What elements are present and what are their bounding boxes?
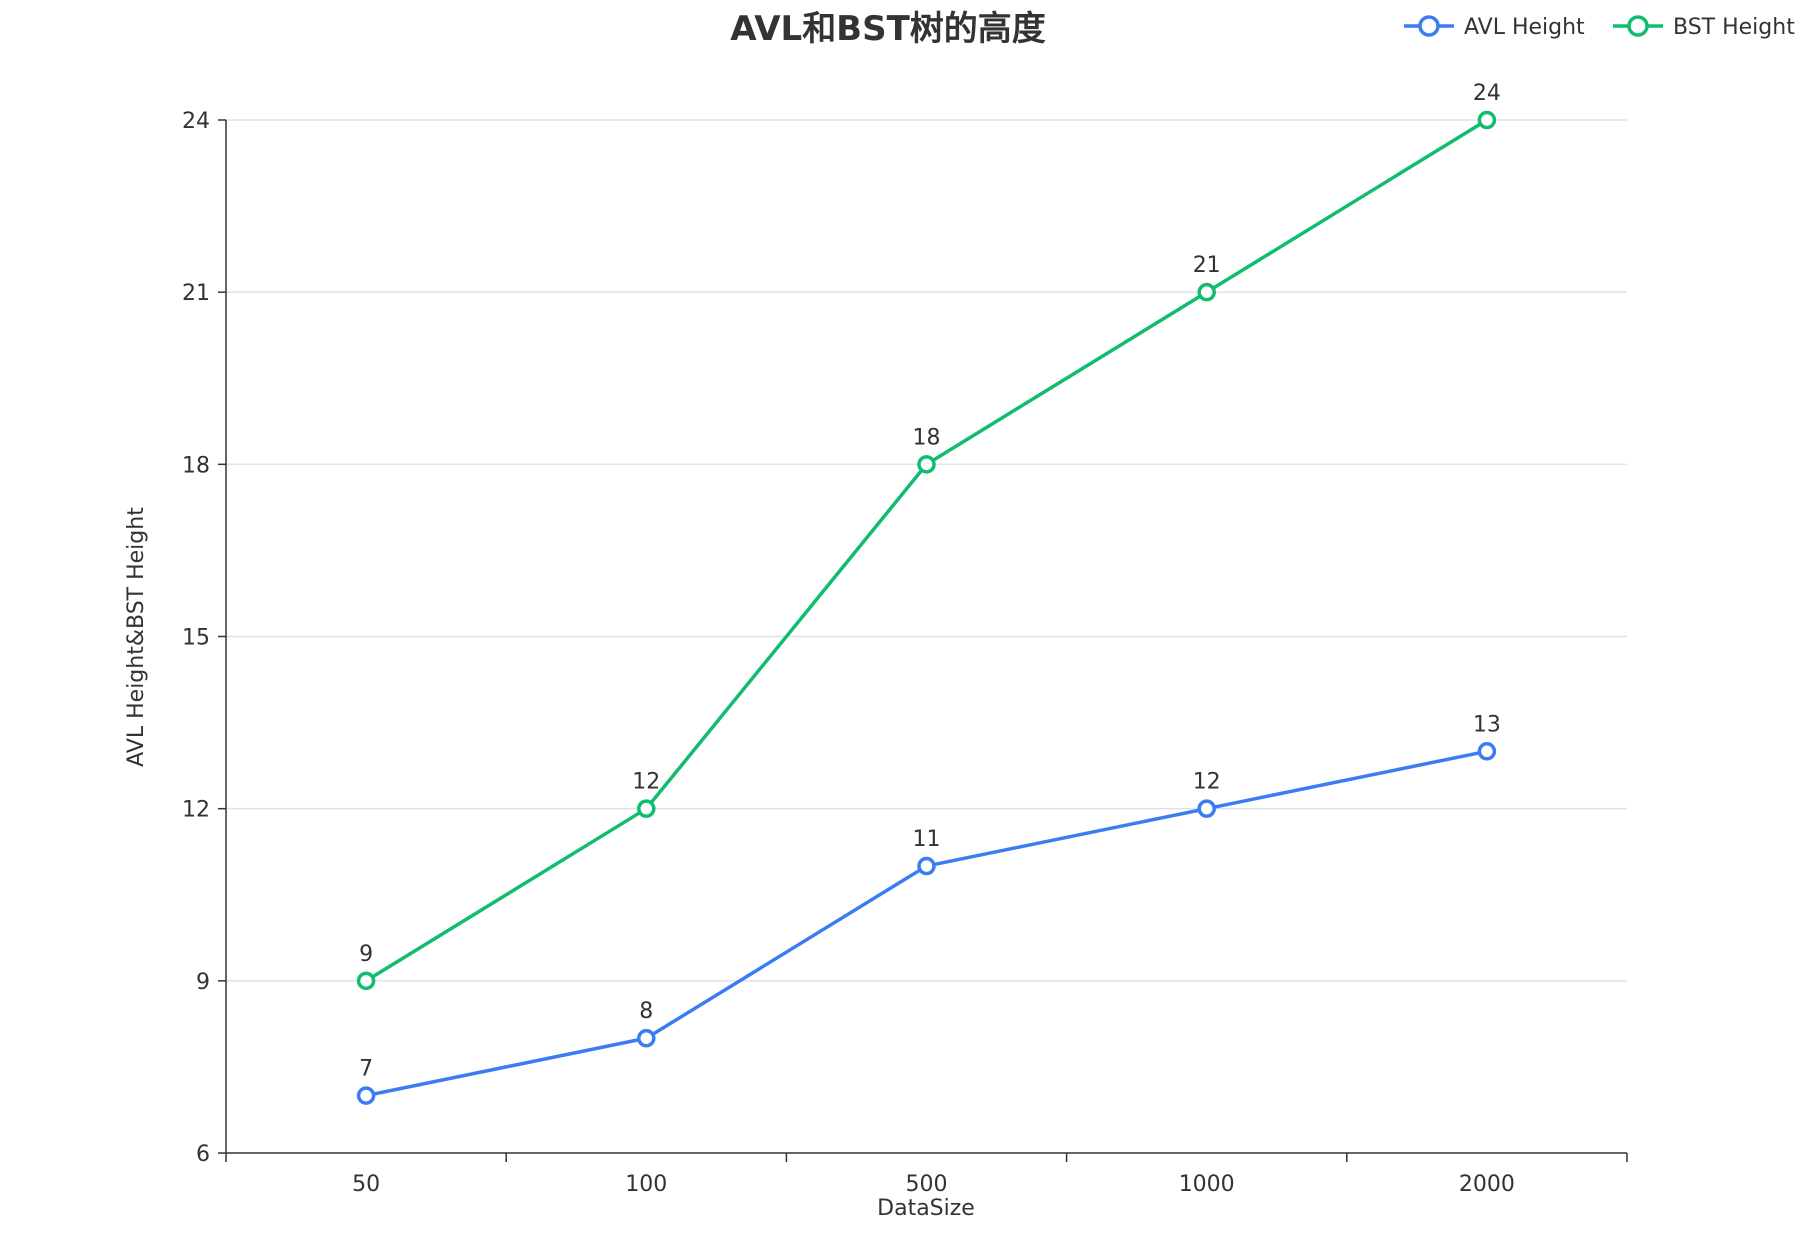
data-label-bst-height-50: 9 — [359, 942, 373, 967]
x-tick-label-2000: 2000 — [1459, 1172, 1515, 1197]
data-label-avl-height-500: 11 — [913, 827, 941, 852]
data-point-avl-height-1000[interactable] — [1197, 799, 1216, 818]
x-tick-label-50: 50 — [352, 1172, 380, 1197]
data-label-bst-height-1000: 21 — [1193, 253, 1221, 278]
y-tick-label-21: 21 — [182, 281, 210, 306]
data-label-bst-height-100: 12 — [632, 770, 660, 795]
legend-item-bst-height[interactable]: BST Height — [1613, 15, 1795, 40]
x-tick-label-100: 100 — [625, 1172, 667, 1197]
y-tick-label-12: 12 — [182, 798, 210, 823]
data-point-bst-height-500[interactable] — [917, 455, 936, 474]
data-label-avl-height-50: 7 — [359, 1057, 373, 1082]
data-point-avl-height-2000[interactable] — [1477, 742, 1497, 761]
legend[interactable]: AVL Height BST Height — [1404, 15, 1795, 40]
series-line-avl-height — [365, 749, 1488, 1098]
data-point-avl-height-50[interactable] — [356, 1086, 376, 1105]
data-label-avl-height-2000: 13 — [1473, 712, 1501, 737]
series-avl-height: 7 8 11 12 13 — [356, 712, 1501, 1105]
data-point-avl-height-500[interactable] — [917, 856, 936, 876]
y-tick-label-15: 15 — [182, 626, 210, 651]
legend-label-bst-height: BST Height — [1673, 15, 1795, 40]
data-label-bst-height-2000: 24 — [1473, 81, 1501, 106]
data-label-avl-height-1000: 12 — [1193, 770, 1221, 795]
data-point-bst-height-1000[interactable] — [1197, 282, 1216, 302]
legend-item-avl-height[interactable]: AVL Height — [1404, 15, 1585, 40]
series-bst-height: 9 12 18 21 24 — [356, 81, 1501, 991]
data-point-avl-height-100[interactable] — [637, 1028, 656, 1048]
data-point-bst-height-100[interactable] — [637, 799, 656, 818]
y-tick-label-18: 18 — [182, 453, 210, 478]
series-group: 7 8 11 12 13 9 12 18 21 24 — [356, 81, 1501, 1105]
legend-marker-avl-height — [1418, 15, 1440, 37]
x-tick-label-1000: 1000 — [1179, 1172, 1235, 1197]
y-tick-label-6: 6 — [196, 1142, 210, 1167]
data-point-bst-height-2000[interactable] — [1477, 110, 1497, 130]
y-tick-label-9: 9 — [196, 970, 210, 995]
data-label-bst-height-500: 18 — [913, 425, 941, 450]
data-point-bst-height-50[interactable] — [356, 971, 376, 991]
x-axis-title: DataSize — [877, 1196, 975, 1221]
y-tick-label-24: 24 — [182, 109, 210, 134]
chart-title: AVL和BST树的高度 — [730, 9, 1046, 49]
x-tick-label-500: 500 — [906, 1172, 948, 1197]
legend-label-avl-height: AVL Height — [1464, 15, 1585, 40]
legend-marker-bst-height — [1627, 15, 1649, 37]
y-axis-title: AVL Height&BST Height — [124, 507, 149, 767]
data-label-avl-height-100: 8 — [639, 999, 653, 1024]
axes: 6 9 12 15 18 21 24 50 100 500 1000 2000 — [182, 109, 1628, 1197]
